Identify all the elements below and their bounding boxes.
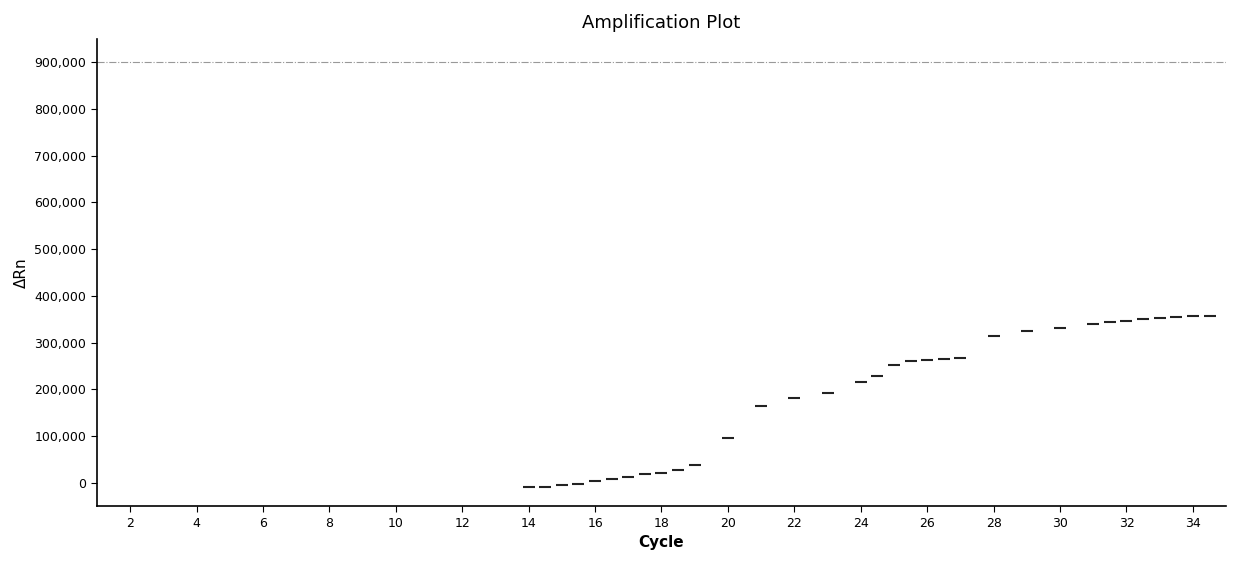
Y-axis label: ΔRn: ΔRn (14, 257, 29, 288)
Title: Amplification Plot: Amplification Plot (583, 14, 740, 32)
X-axis label: Cycle: Cycle (639, 535, 684, 550)
